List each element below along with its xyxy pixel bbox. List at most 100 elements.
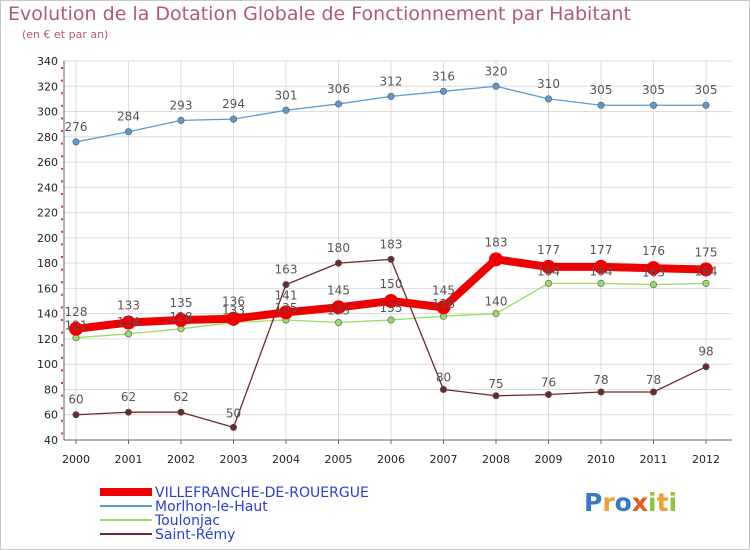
axis-marker-dot — [61, 394, 63, 397]
y-tick-label: 80 — [44, 383, 58, 396]
data-label: 276 — [65, 120, 88, 134]
series — [69, 82, 713, 431]
axis-marker-dot — [61, 104, 63, 107]
data-point — [279, 305, 293, 320]
data-label: 76 — [541, 376, 556, 390]
x-tick-label: 2002 — [167, 453, 195, 466]
data-label: 305 — [590, 83, 613, 97]
data-point — [544, 391, 552, 399]
data-point — [594, 259, 608, 274]
axis-marker-dot — [61, 167, 63, 170]
legend-swatch — [100, 533, 152, 535]
data-point — [387, 92, 395, 100]
axis-marker-dot — [61, 117, 63, 120]
axis-marker-dot — [61, 130, 63, 132]
legend-label: Morlhon-le-Haut — [155, 499, 268, 515]
logo-letter: i — [648, 488, 657, 517]
axis-marker-dot — [61, 407, 63, 410]
axis-marker-dot — [61, 344, 63, 347]
y-tick-label: 60 — [44, 409, 58, 422]
data-point — [649, 388, 657, 396]
x-tick-label: 2006 — [377, 453, 405, 466]
data-point — [597, 279, 605, 287]
data-label: 150 — [380, 277, 403, 291]
data-label: 164 — [537, 264, 560, 278]
data-label: 128 — [170, 310, 193, 324]
data-point — [439, 385, 447, 393]
x-tick-label: 2003 — [220, 453, 248, 466]
data-label: 316 — [432, 69, 455, 83]
data-point — [597, 388, 605, 396]
x-tick-label: 2008 — [482, 453, 510, 466]
logo-letter: x — [631, 488, 648, 517]
legend-item: VILLEFRANCHE-DE-ROUERGUE — [100, 485, 369, 501]
y-tick-label: 100 — [37, 358, 58, 371]
y-tick-label: 160 — [37, 282, 58, 295]
data-label: 306 — [327, 82, 350, 96]
axis-marker-dot — [61, 92, 63, 95]
data-point — [384, 294, 398, 309]
axis-marker-dot — [61, 293, 63, 296]
data-label: 294 — [222, 97, 245, 111]
data-label: 75 — [488, 377, 503, 391]
data-point — [177, 116, 185, 124]
data-label: 145 — [327, 283, 350, 297]
data-labels: 128 133 135 136 141 145 150 145 183 177 177 176 175 2… — [65, 64, 718, 420]
data-label: 62 — [121, 390, 136, 404]
data-label: 140 — [485, 295, 508, 309]
data-label: 138 — [432, 297, 455, 311]
x-tick-label: 2012 — [692, 453, 720, 466]
data-label: 80 — [436, 370, 451, 384]
data-label: 78 — [593, 373, 608, 387]
data-point — [125, 128, 133, 136]
legend-swatch — [100, 505, 152, 507]
data-label: 135 — [170, 296, 193, 310]
x-tick-label: 2007 — [430, 453, 458, 466]
axis-marker-dot — [61, 356, 63, 359]
legend-label: Toulonjac — [155, 513, 221, 529]
legend-swatch — [100, 519, 152, 521]
data-label: 133 — [222, 304, 245, 318]
data-point — [702, 363, 710, 371]
data-point — [541, 259, 556, 274]
data-label: 50 — [226, 406, 241, 420]
axis-marker-dot — [61, 155, 63, 158]
data-label: 312 — [380, 74, 403, 88]
data-label: 164 — [695, 264, 718, 278]
legend-item: Morlhon-le-Haut — [100, 499, 369, 515]
data-label: 293 — [170, 98, 193, 112]
axis-marker-dot — [61, 142, 63, 145]
data-label: 176 — [642, 244, 665, 258]
data-label: 60 — [68, 393, 83, 407]
axis-marker-dot — [61, 419, 63, 422]
y-tick-label: 180 — [37, 257, 58, 270]
data-point — [492, 310, 500, 318]
y-tick-label: 120 — [37, 333, 58, 346]
logo-letter: r — [602, 488, 615, 517]
chart-subtitle: (en € et par an) — [22, 28, 109, 41]
legend-label: VILLEFRANCHE-DE-ROUERGUE — [155, 485, 369, 501]
y-tick-label: 40 — [44, 434, 58, 447]
logo-letter: i — [668, 488, 678, 517]
data-point — [436, 300, 451, 315]
data-label: 183 — [485, 235, 508, 249]
y-tick-label: 300 — [37, 106, 58, 119]
data-point — [492, 82, 500, 90]
data-label: 163 — [275, 263, 298, 277]
data-label: 320 — [485, 64, 508, 78]
data-label: 301 — [275, 88, 298, 102]
legend-item: Toulonjac — [100, 513, 369, 529]
data-point — [174, 312, 188, 327]
data-label: 183 — [380, 237, 403, 251]
axis-marker-dot — [61, 256, 63, 258]
axis-marker-dot — [61, 67, 63, 69]
y-tick-label: 260 — [37, 156, 58, 169]
x-tick-label: 2010 — [587, 453, 615, 466]
data-point — [702, 279, 710, 287]
data-label: 78 — [646, 373, 661, 387]
data-point — [282, 106, 290, 114]
legend-label: Saint-Rémy — [155, 527, 236, 543]
axis-marker-dot — [61, 218, 63, 221]
data-point — [230, 115, 238, 123]
data-point — [702, 101, 710, 109]
